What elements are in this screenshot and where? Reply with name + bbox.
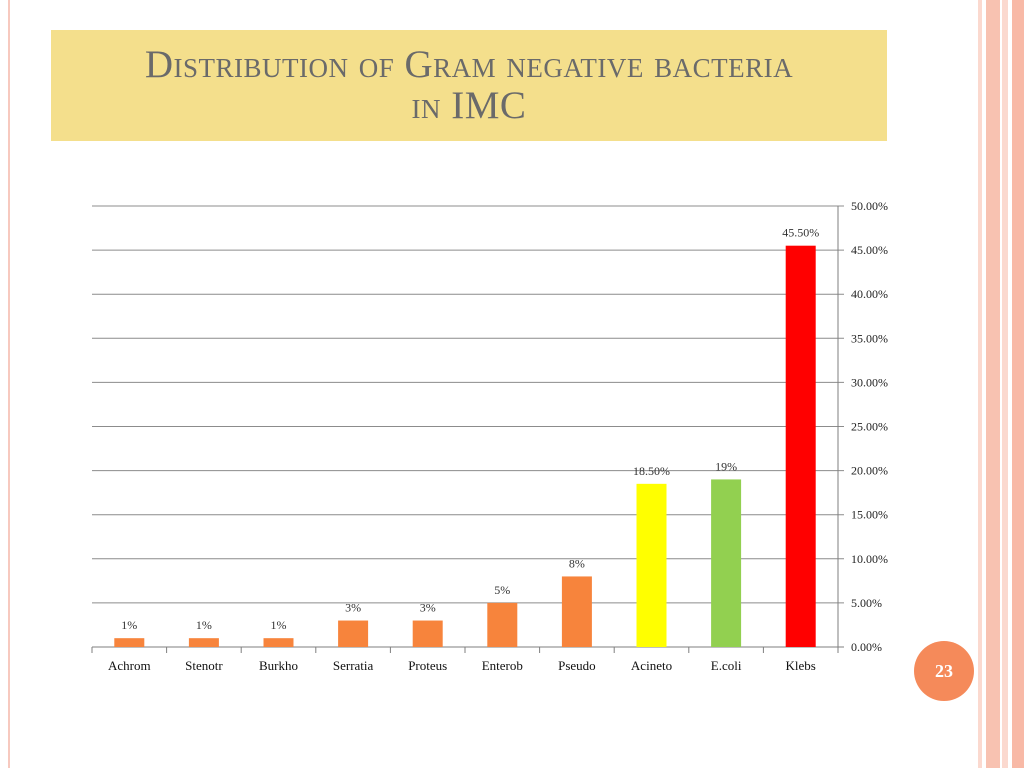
data-label: 1% bbox=[271, 618, 287, 632]
x-category-label: Proteus bbox=[408, 658, 447, 673]
x-category-label: Achrom bbox=[108, 658, 151, 673]
slide-title-line-2: in IMC bbox=[411, 84, 527, 127]
y-tick-label: 0.00% bbox=[851, 640, 882, 654]
bar bbox=[263, 638, 294, 647]
data-label: 5% bbox=[494, 583, 510, 597]
x-category-label: E.coli bbox=[711, 658, 742, 673]
data-label: 8% bbox=[569, 556, 585, 570]
right-decorative-stripes bbox=[978, 0, 1024, 768]
bar bbox=[487, 602, 518, 647]
x-category-label: Stenotr bbox=[185, 658, 223, 673]
data-label: 3% bbox=[420, 601, 436, 615]
x-category-label: Serratia bbox=[333, 658, 374, 673]
y-tick-label: 40.00% bbox=[851, 287, 888, 301]
y-tick-label: 45.00% bbox=[851, 243, 888, 257]
slide-title: Distribution of Gram negative bacteria i… bbox=[51, 44, 887, 126]
data-label: 1% bbox=[121, 618, 137, 632]
data-label: 1% bbox=[196, 618, 212, 632]
y-tick-label: 10.00% bbox=[851, 552, 888, 566]
x-category-label: Burkho bbox=[259, 658, 298, 673]
bar bbox=[188, 638, 219, 647]
y-tick-label: 35.00% bbox=[851, 331, 888, 345]
bar bbox=[785, 245, 816, 647]
title-banner: Distribution of Gram negative bacteria i… bbox=[51, 30, 887, 141]
bar bbox=[114, 638, 145, 647]
data-label: 45.50% bbox=[782, 226, 819, 240]
bar bbox=[338, 620, 369, 647]
bar bbox=[412, 620, 443, 647]
x-category-label: Pseudo bbox=[558, 658, 596, 673]
y-tick-label: 25.00% bbox=[851, 420, 888, 434]
y-tick-label: 5.00% bbox=[851, 596, 882, 610]
x-category-label: Klebs bbox=[786, 658, 816, 673]
x-category-label: Acineto bbox=[631, 658, 672, 673]
left-border-rule bbox=[8, 0, 10, 768]
data-label: 19% bbox=[715, 459, 737, 473]
y-tick-label: 15.00% bbox=[851, 508, 888, 522]
data-label: 18.50% bbox=[633, 464, 670, 478]
y-tick-label: 50.00% bbox=[851, 199, 888, 213]
data-label: 3% bbox=[345, 601, 361, 615]
y-tick-label: 20.00% bbox=[851, 464, 888, 478]
slide-number-badge: 23 bbox=[914, 641, 974, 701]
bar bbox=[561, 576, 592, 647]
slide-title-line-1: Distribution of Gram negative bacteria bbox=[144, 43, 794, 86]
y-tick-label: 30.00% bbox=[851, 375, 888, 389]
bar bbox=[711, 479, 742, 647]
x-category-label: Enterob bbox=[482, 658, 523, 673]
bar bbox=[636, 483, 667, 647]
